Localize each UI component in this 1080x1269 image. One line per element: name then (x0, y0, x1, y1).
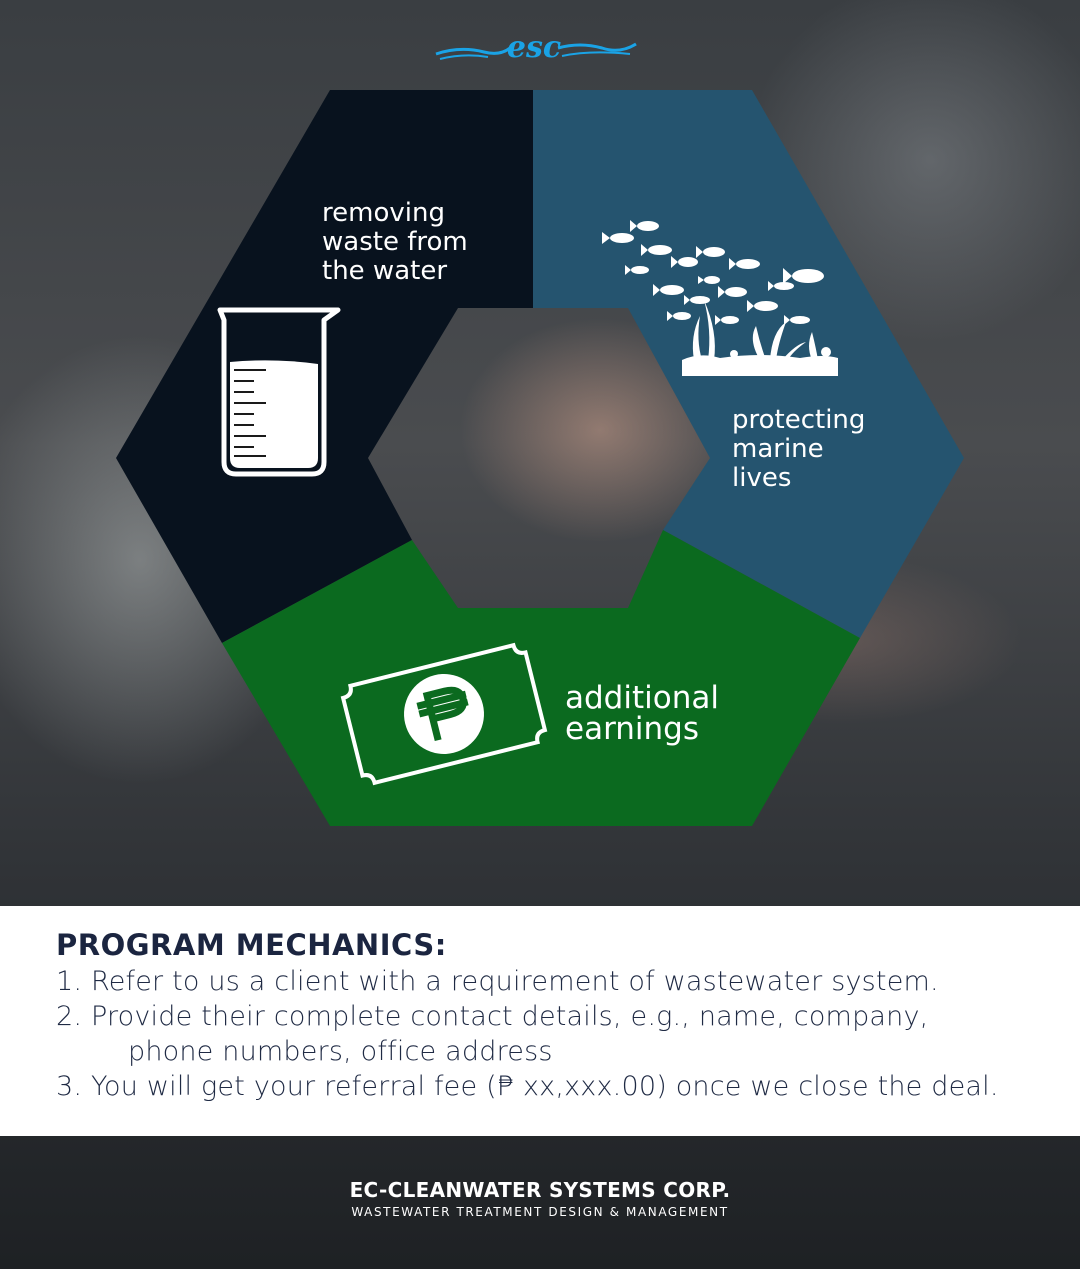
program-mechanics-panel (0, 906, 1080, 1136)
mechanics-title: PROGRAM MECHANICS: (56, 928, 447, 962)
company-tagline: WASTEWATER TREATMENT DESIGN & MANAGEMENT (351, 1205, 729, 1219)
mechanics-step-3: 3. You will get your referral fee (₱ xx,… (56, 1071, 999, 1102)
mechanics-step-2-continued: phone numbers, office address (128, 1036, 553, 1067)
fish-school-icon (602, 220, 838, 376)
company-name: EC-CLEANWATER SYSTEMS CORP. (349, 1178, 731, 1202)
beaker-icon (217, 307, 341, 477)
marine-label-line-1: protecting (732, 405, 865, 435)
peso-bill-icon (340, 642, 548, 786)
esc-logo: esc (435, 30, 637, 65)
benefits-hexagon-diagram: removing waste from the water protecting… (116, 90, 964, 826)
segment-earnings (222, 530, 860, 826)
marine-label-line-3: lives (732, 463, 791, 493)
waste-label-line-1: removing (322, 198, 445, 228)
waste-label-line-2: waste from (322, 227, 468, 257)
earnings-label-line-2: earnings (565, 711, 699, 747)
marine-label-line-2: marine (732, 434, 824, 464)
earnings-label-line-1: additional (565, 680, 719, 716)
waste-label-line-3: the water (322, 256, 447, 286)
logo-text: esc (507, 30, 561, 65)
mechanics-step-1: 1. Refer to us a client with a requireme… (56, 966, 939, 997)
mechanics-step-2: 2. Provide their complete contact detail… (56, 1001, 929, 1032)
